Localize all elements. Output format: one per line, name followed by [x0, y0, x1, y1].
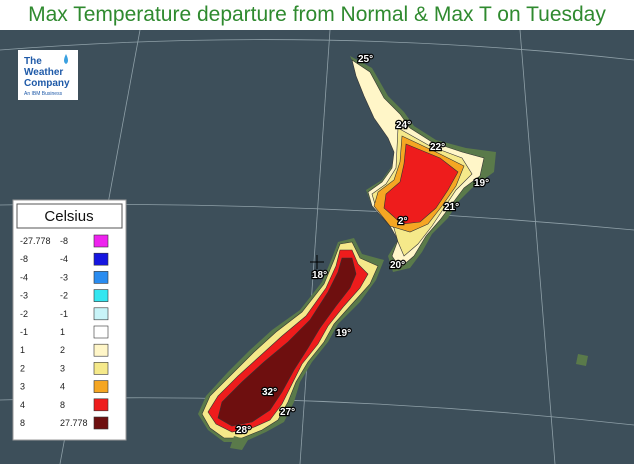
- legend-low: -4: [20, 272, 28, 282]
- crosshair: [310, 255, 324, 269]
- legend-low: 3: [20, 382, 25, 392]
- legend-low: -3: [20, 291, 28, 301]
- legend-high: 27.778: [60, 418, 88, 428]
- legend-high: 1: [60, 327, 65, 337]
- logo: The Weather Company An IBM Business: [18, 50, 78, 100]
- legend-high: -1: [60, 309, 68, 319]
- temperature-label: 25°: [358, 54, 373, 65]
- legend-swatch: [93, 416, 109, 430]
- legend-low: 4: [20, 400, 25, 410]
- title: Max Temperature departure from Normal & …: [28, 3, 606, 26]
- logo-text: The: [24, 56, 42, 67]
- logo-box: [18, 50, 78, 100]
- temperature-label: 22°: [430, 142, 445, 153]
- legend-low: 2: [20, 363, 25, 373]
- legend-low: 1: [20, 345, 25, 355]
- temperature-label: 28°: [236, 425, 251, 436]
- logo-text: Company: [24, 78, 70, 89]
- legend-high: 4: [60, 382, 65, 392]
- map: 25° 24° 22° 19° 21° 2° 20° 18° 19° 32°27° 28° The …: [0, 30, 634, 464]
- legend-high: 3: [60, 363, 65, 373]
- logo-drop: [64, 54, 68, 64]
- south-island: [198, 238, 588, 450]
- legend-swatch: [93, 271, 109, 284]
- legend-swatch: [93, 289, 109, 302]
- legend-high: 2: [60, 345, 65, 355]
- temperature-label: 18°: [312, 270, 327, 281]
- temperature-label: 20°: [390, 260, 405, 271]
- logo-text: Weather: [24, 67, 63, 78]
- temperature-label: 24°: [396, 120, 411, 131]
- temperature-label: 19°: [336, 328, 351, 339]
- legend-swatch: [93, 362, 109, 375]
- legend: Celsius -27.778 -8 -8 -4 -4 -3 -3 -2 -2 -1 -1 1 1 2 2 3…: [12, 199, 127, 441]
- legend-title-box: [16, 203, 123, 229]
- legend-high: -4: [60, 254, 68, 264]
- temperature-label: 21°: [444, 202, 459, 213]
- legend-high: -8: [60, 236, 68, 246]
- logo-tagline: An IBM Business: [24, 91, 63, 97]
- north-island: [350, 56, 496, 272]
- legend-swatch: [93, 234, 109, 248]
- legend-low: 8: [20, 418, 25, 428]
- legend-swatch: [93, 252, 109, 266]
- temperature-label: 32°: [262, 387, 277, 398]
- legend-high: -2: [60, 291, 68, 301]
- map-labels: 25° 24° 22° 19° 21° 2° 20° 18° 19° 32°27° 28°: [235, 53, 491, 438]
- legend-swatch: [93, 325, 109, 339]
- legend-swatch: [93, 398, 109, 412]
- legend-low: -2: [20, 309, 28, 319]
- legend-low: -8: [20, 254, 28, 264]
- temperature-label: 2°: [398, 216, 408, 227]
- legend-title: Celsius: [44, 208, 93, 225]
- legend-swatch: [93, 307, 109, 321]
- legend-high: -3: [60, 272, 68, 282]
- legend-high: 8: [60, 400, 65, 410]
- legend-swatch: [93, 380, 109, 393]
- legend-low: -27.778: [20, 236, 51, 246]
- temperature-label: 19°: [474, 178, 489, 189]
- legend-low: -1: [20, 327, 28, 337]
- legend-swatch: [93, 343, 109, 357]
- temperature-label: 27°: [280, 407, 295, 418]
